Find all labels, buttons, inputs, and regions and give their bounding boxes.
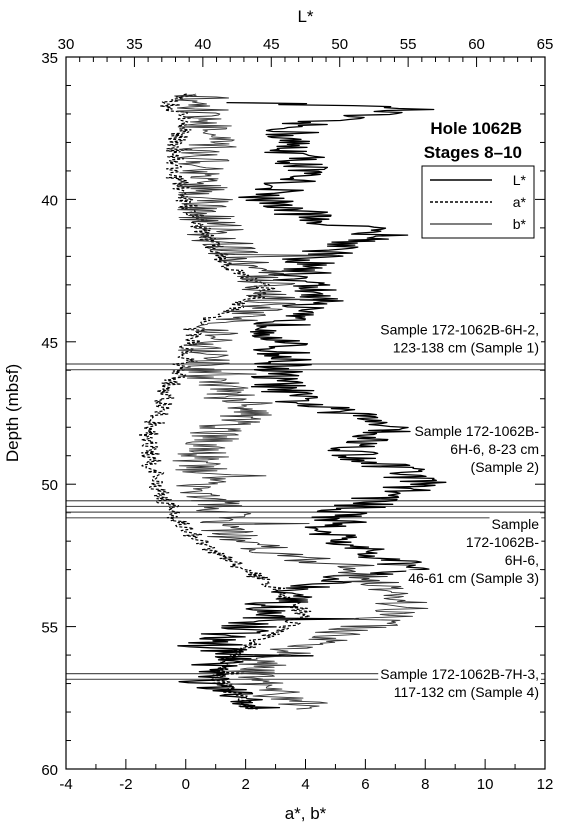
sample-annotation-text: 6H-6, <box>505 552 539 568</box>
series-line-bstar <box>172 93 429 710</box>
legend: L* a* b* <box>421 165 535 239</box>
x-bottom-tick-label: -2 <box>119 776 132 793</box>
series-layer <box>137 93 447 710</box>
annotation-bg <box>468 458 541 475</box>
annotation-bg <box>412 422 542 439</box>
sample-annotation-text: (Sample 2) <box>471 459 539 475</box>
y-tick-label: 55 <box>41 620 58 637</box>
y-tick-label: 60 <box>41 762 58 779</box>
y-axis-label: Depth (mbsf) <box>3 364 22 462</box>
sample-annotation-text: 117-132 cm (Sample 4) <box>394 684 539 700</box>
x-top-tick-label: 30 <box>58 36 75 53</box>
annotation-bg <box>378 665 541 682</box>
sample-annotation-text: 172-1062B- <box>466 534 540 550</box>
x-top-tick-label: 65 <box>537 36 554 53</box>
x-bottom-tick-label: 0 <box>182 776 190 793</box>
annotation-bg <box>406 570 541 587</box>
x-bottom-tick-label: 10 <box>477 776 494 793</box>
annotation-bg <box>391 683 541 700</box>
sample-annotation-text: Sample 172-1062B- <box>414 423 539 439</box>
x-bottom-tick-label: 8 <box>421 776 429 793</box>
annotation-bg <box>378 321 541 338</box>
x-top-tick-label: 40 <box>195 36 212 53</box>
annotation-bg <box>448 440 541 457</box>
sample-annotation-text: Sample 172-1062B-6H-2, <box>380 321 539 337</box>
sample-annotation-text: Sample 172-1062B-7H-3, <box>380 666 539 682</box>
x-top-tick-label: 55 <box>400 36 417 53</box>
annotations: Sample 172-1062B-6H-2, 123-138 cm (Sample… <box>378 321 542 700</box>
x-top-tick-label: 50 <box>331 36 348 53</box>
title-bg <box>427 119 525 138</box>
x-top-tick-label: 45 <box>263 36 280 53</box>
sample-annotation-text: 46-61 cm (Sample 3) <box>408 570 539 586</box>
y-tick-label: 50 <box>41 477 58 494</box>
y-tick-label: 45 <box>41 335 58 352</box>
sample-annotation-text: 123-138 cm (Sample 1) <box>393 339 539 355</box>
series-line-Lstar <box>177 101 447 710</box>
subtitle-bg <box>420 143 525 162</box>
sample-annotation-text: 6H-6, 8-23 cm <box>450 441 539 457</box>
x-bottom-axis-label: a*, b* <box>285 804 327 823</box>
chart-title: Hole 1062B <box>430 119 522 138</box>
x-top-tick-label: 60 <box>468 36 485 53</box>
annotation-bg <box>463 534 542 551</box>
sample-lines <box>66 363 545 680</box>
x-bottom-tick-label: 2 <box>241 776 249 793</box>
x-top-tick-label: 35 <box>126 36 143 53</box>
plot-frame <box>65 56 546 770</box>
legend-label: L* <box>513 172 527 188</box>
annotation-bg <box>390 339 541 356</box>
x-bottom-tick-label: -4 <box>59 776 72 793</box>
chart-subtitle: Stages 8–10 <box>424 143 522 162</box>
x-bottom-tick-label: 12 <box>537 776 554 793</box>
x-bottom-tick-label: 6 <box>361 776 369 793</box>
annotation-bg <box>502 552 541 569</box>
x-top-axis-label: L* <box>297 7 313 26</box>
annotation-bg <box>489 516 542 533</box>
legend-label: a* <box>513 194 527 210</box>
x-bottom-tick-label: 4 <box>301 776 309 793</box>
sample-annotation-text: Sample <box>492 516 540 532</box>
legend-label: b* <box>513 216 527 232</box>
y-tick-label: 35 <box>41 50 58 67</box>
y-tick-label: 40 <box>41 192 58 209</box>
